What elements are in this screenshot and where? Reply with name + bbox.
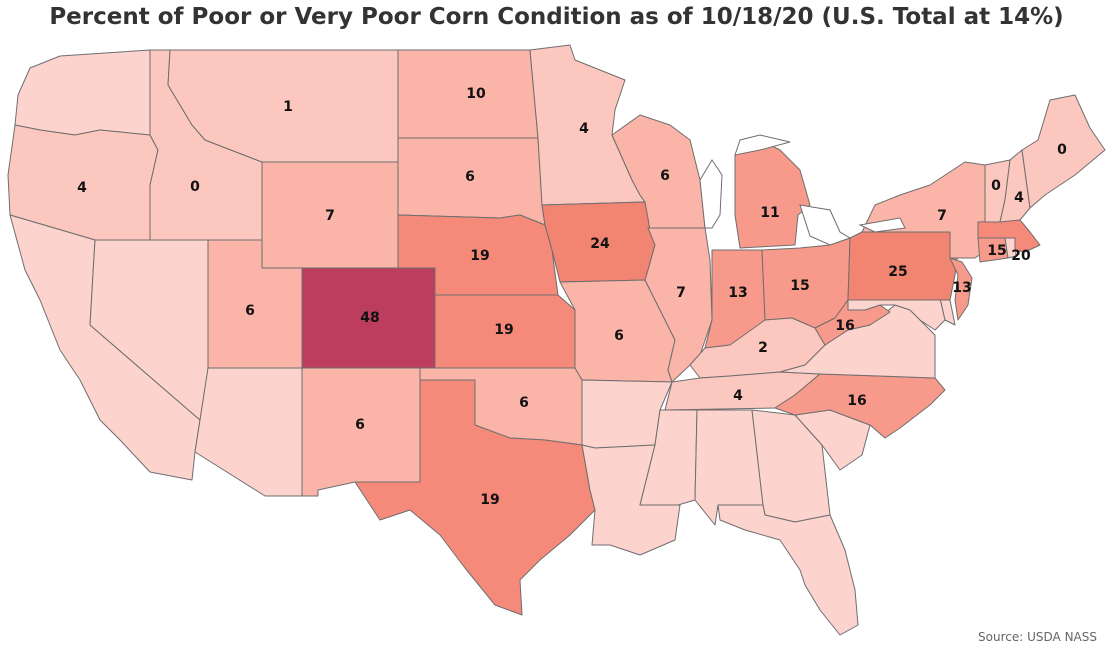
value-label-ny: 7 [937, 208, 947, 224]
great-lake-4 [858, 217, 906, 233]
value-label-nm: 6 [355, 417, 365, 433]
value-label-or: 4 [77, 180, 87, 196]
state-la[interactable] [581, 444, 681, 556]
value-label-ks: 19 [494, 322, 513, 338]
state-mi[interactable] [734, 139, 811, 249]
states-layer [7, 44, 1106, 636]
great-lake-3 [799, 204, 852, 246]
state-tx[interactable] [354, 379, 596, 616]
value-label-ky: 2 [758, 340, 768, 356]
value-label-wv: 16 [835, 318, 854, 334]
value-label-me: 0 [1057, 142, 1067, 158]
value-label-co: 48 [360, 310, 379, 326]
state-nj[interactable] [949, 257, 973, 321]
state-wa[interactable] [14, 49, 151, 136]
value-label-nc: 16 [847, 393, 866, 409]
state-ne[interactable] [397, 214, 559, 296]
value-label-mi: 11 [760, 205, 779, 221]
value-label-ct: 15 [987, 243, 1006, 259]
value-label-pa: 25 [888, 264, 907, 280]
value-label-sd: 6 [465, 169, 475, 185]
value-label-tx: 19 [480, 492, 499, 508]
value-label-mn: 4 [579, 121, 589, 137]
value-label-oh: 15 [790, 278, 809, 294]
value-label-mo: 6 [614, 328, 624, 344]
value-label-vt: 0 [991, 178, 1001, 194]
great-lake-2 [734, 134, 791, 156]
state-fl[interactable] [717, 504, 859, 636]
value-label-nh: 4 [1014, 190, 1024, 206]
value-label-in: 13 [728, 285, 747, 301]
great-lake-1 [699, 159, 723, 229]
value-label-ne: 19 [470, 248, 489, 264]
value-label-ok: 6 [519, 395, 529, 411]
value-label-nd: 10 [466, 86, 486, 102]
value-label-mt: 1 [283, 99, 293, 115]
map-title: Percent of Poor or Very Poor Corn Condit… [49, 4, 1064, 30]
value-label-il: 7 [676, 285, 686, 301]
state-ma[interactable] [977, 219, 1041, 253]
value-label-ma: 20 [1011, 248, 1031, 264]
value-label-id: 0 [190, 179, 200, 195]
value-label-ia: 24 [590, 236, 610, 252]
state-az[interactable] [194, 367, 303, 497]
value-label-nj: 13 [952, 280, 971, 296]
state-me[interactable] [1021, 94, 1106, 209]
source-note: Source: USDA NASS [978, 630, 1097, 644]
value-label-wi: 6 [660, 168, 670, 184]
value-label-ut: 6 [245, 303, 255, 319]
value-label-wy: 7 [325, 208, 335, 224]
value-label-tn: 4 [733, 388, 743, 404]
state-il[interactable] [644, 227, 713, 383]
